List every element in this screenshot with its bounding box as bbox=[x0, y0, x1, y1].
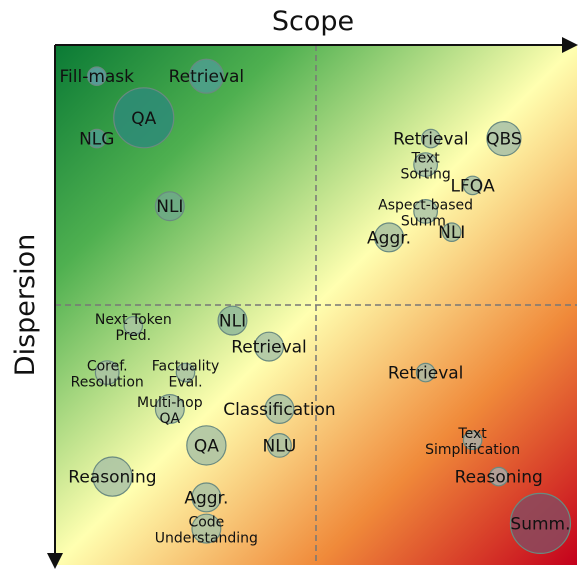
bubble-point bbox=[113, 87, 175, 149]
bubble-point bbox=[462, 175, 483, 196]
bubble-point bbox=[264, 394, 295, 425]
bubble-point bbox=[488, 466, 509, 487]
bubble-point bbox=[94, 360, 120, 386]
bubble-point bbox=[267, 433, 292, 458]
bubble-point bbox=[188, 58, 224, 94]
label-layer: Fill-mask Retrieval QA NLG NLI Retrieval QBS Te… bbox=[59, 67, 570, 546]
bubble-label: Fill-mask bbox=[59, 67, 134, 87]
bubble-label: QBS bbox=[486, 130, 522, 150]
bubble-label: Reasoning bbox=[455, 468, 543, 488]
bubble-label: Multi-hop QA bbox=[137, 395, 203, 427]
bubble-label: Aspect-based Summ. bbox=[378, 197, 473, 229]
bubble-label: Classification bbox=[223, 400, 335, 420]
bubble-point bbox=[86, 128, 107, 149]
bubble-label: LFQA bbox=[450, 176, 495, 196]
bubble-label: Retrieval bbox=[231, 338, 307, 358]
bubble-label: Code Understanding bbox=[155, 515, 258, 547]
bubble-label: Factuality Eval. bbox=[152, 359, 220, 391]
bubble-label: Aggr. bbox=[367, 228, 411, 248]
bubble-label: Text Sorting bbox=[400, 151, 450, 183]
bubble-point bbox=[462, 430, 483, 450]
bubble-label: NLI bbox=[156, 197, 183, 217]
bubble-label: Reasoning bbox=[68, 468, 156, 488]
bubble-point bbox=[154, 394, 185, 425]
bubble-label: QA bbox=[131, 109, 156, 129]
bubble-label: Summ. bbox=[510, 514, 570, 534]
bubble-point bbox=[92, 456, 133, 497]
bubble-point bbox=[175, 362, 196, 383]
bubble-label: NLI bbox=[219, 312, 246, 332]
bubble-point bbox=[217, 305, 248, 336]
bubble-point bbox=[421, 128, 441, 149]
bubble-point bbox=[441, 222, 462, 242]
bubble-point bbox=[413, 198, 439, 224]
y-axis-title: Dispersion bbox=[10, 234, 41, 376]
bubble-label: Coref. Resolution bbox=[71, 359, 144, 391]
bubble-point bbox=[186, 425, 227, 466]
bubble-label: Retrieval bbox=[388, 364, 464, 384]
bubble-point bbox=[374, 222, 405, 253]
bubble-label: NLI bbox=[438, 223, 465, 243]
bubble-point bbox=[191, 482, 222, 513]
bubble-label: Text Simplification bbox=[425, 426, 520, 458]
bubble-label: Aggr. bbox=[184, 488, 228, 508]
bubble-point bbox=[486, 121, 522, 157]
bubble-point bbox=[86, 66, 107, 86]
bubble-point bbox=[191, 513, 222, 544]
bubble-point bbox=[413, 152, 439, 178]
bubble-label: Retrieval bbox=[169, 67, 245, 87]
bubble-label: NLG bbox=[79, 130, 114, 150]
bubble-point bbox=[254, 331, 285, 362]
bubble-point bbox=[154, 191, 185, 222]
bubble-label: QA bbox=[194, 436, 219, 456]
bubble-label: Next Token Pred. bbox=[95, 312, 172, 344]
bubble-point bbox=[509, 492, 572, 555]
bubble-label: NLU bbox=[263, 436, 297, 456]
bubble-point bbox=[123, 315, 144, 336]
bubble-label: Retrieval bbox=[393, 130, 469, 150]
x-axis-title: Scope bbox=[272, 6, 354, 37]
bubble-point bbox=[415, 362, 436, 383]
bubble-layer bbox=[86, 58, 572, 555]
